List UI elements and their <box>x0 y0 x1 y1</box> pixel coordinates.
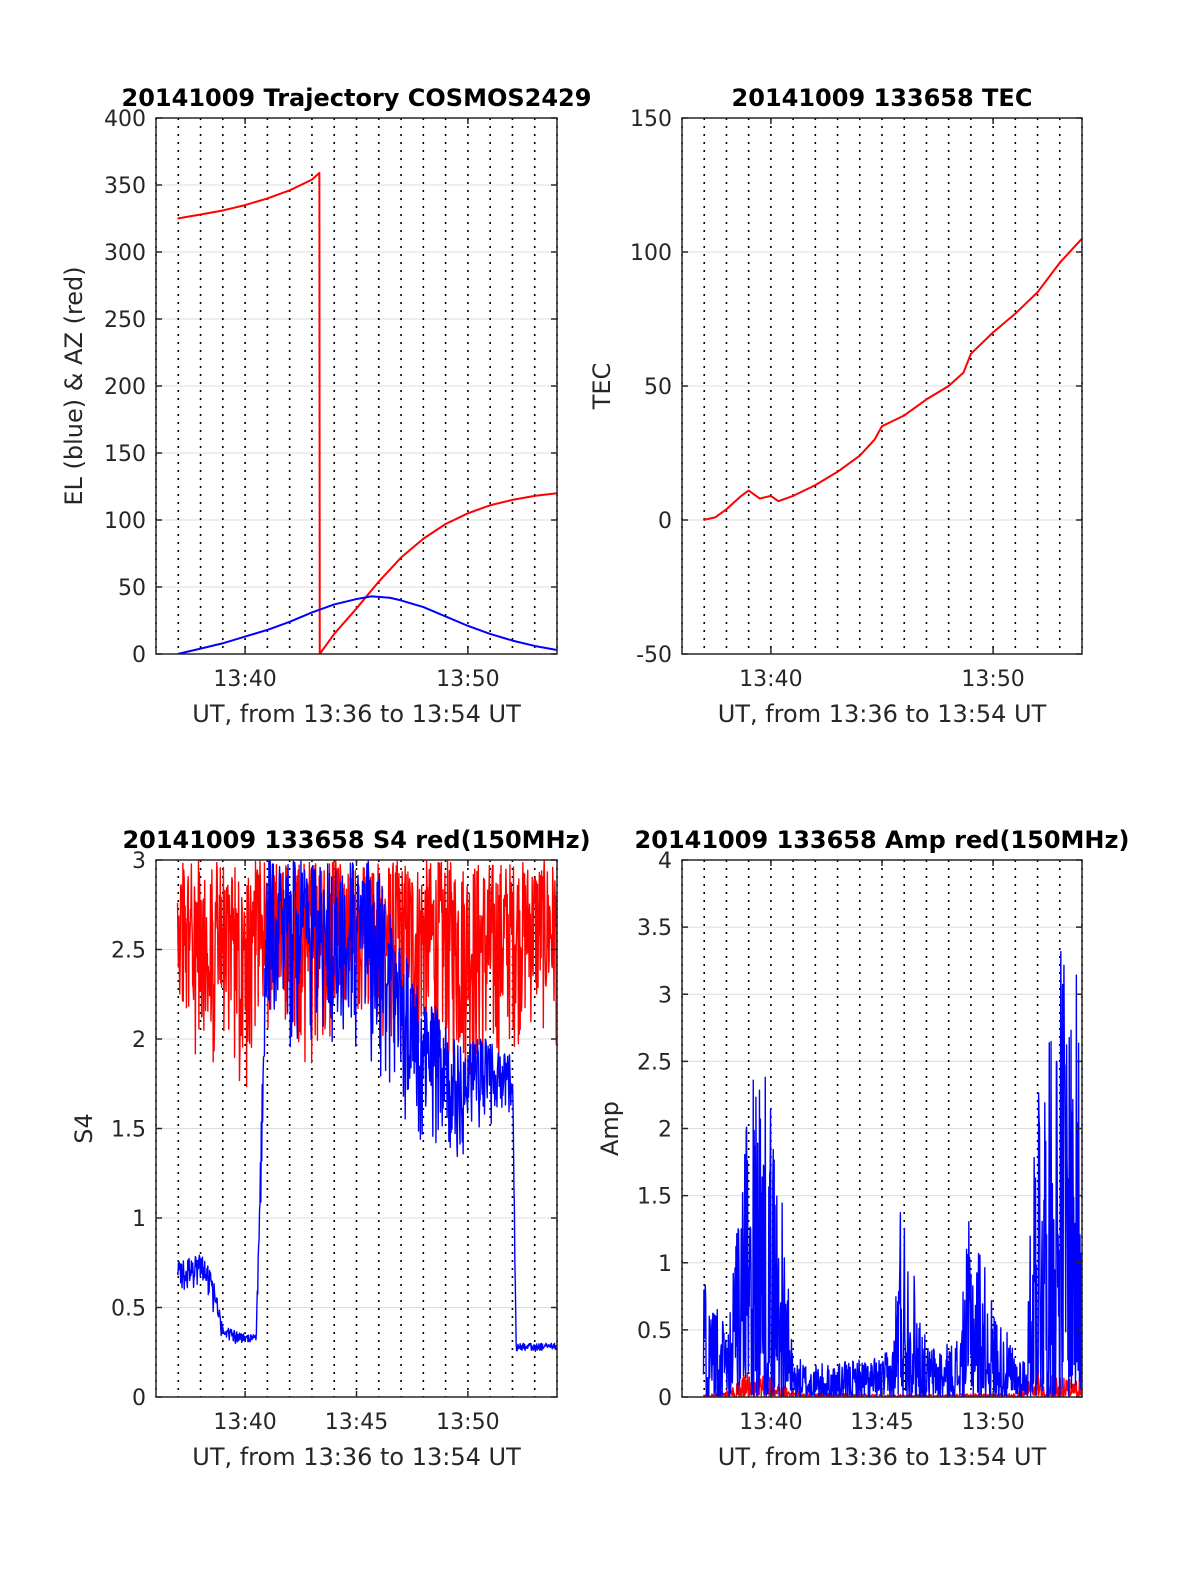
x-tick-label: 13:50 <box>436 1410 499 1435</box>
y-tick-label: 1 <box>658 1252 672 1277</box>
y-tick-label: 2.5 <box>111 939 146 964</box>
x-tick-label: 13:40 <box>739 667 802 692</box>
y-tick-label: -50 <box>636 643 672 668</box>
y-tick-label: 50 <box>118 576 146 601</box>
y-tick-label: 2.5 <box>637 1050 672 1075</box>
chart-title: 20141009 133658 S4 red(150MHz) <box>122 826 590 854</box>
y-tick-label: 50 <box>644 375 672 400</box>
y-tick-label: 350 <box>104 174 146 199</box>
y-axis-label: Amp <box>596 1101 624 1156</box>
y-tick-label: 0.5 <box>111 1297 146 1322</box>
y-tick-label: 1.5 <box>111 1118 146 1143</box>
y-tick-label: 300 <box>104 241 146 266</box>
chart-title: 20141009 133658 Amp red(150MHz) <box>635 826 1130 854</box>
y-tick-label: 4 <box>658 849 672 874</box>
x-tick-label: 13:50 <box>961 667 1024 692</box>
series-line <box>176 860 557 1353</box>
x-axis-label: UT, from 13:36 to 13:54 UT <box>192 700 521 728</box>
series-line <box>702 950 1082 1397</box>
y-tick-label: 2 <box>658 1118 672 1143</box>
y-tick-label: 0 <box>132 643 146 668</box>
x-axis-label: UT, from 13:36 to 13:54 UT <box>192 1443 521 1471</box>
y-tick-label: 100 <box>630 241 672 266</box>
series-line <box>177 595 557 654</box>
chart-tec: -50 0 50 100 150 13:40 13:50 20141009 133658 TE… <box>588 84 1083 728</box>
y-tick-label: 3 <box>658 983 672 1008</box>
y-tick-label: 100 <box>104 509 146 534</box>
x-axis-label: UT, from 13:36 to 13:54 UT <box>718 700 1047 728</box>
x-tick-label: 13:50 <box>436 667 499 692</box>
y-tick-label: 0.5 <box>637 1319 672 1344</box>
y-axis-label: S4 <box>70 1113 98 1144</box>
chart-s4: 0 0.5 1 1.5 2 2.5 3 13:40 13:45 13:50 20141009 133… <box>70 826 591 1471</box>
y-tick-label: 150 <box>630 107 672 132</box>
y-tick-label: 150 <box>104 442 146 467</box>
x-axis-label: UT, from 13:36 to 13:54 UT <box>718 1443 1047 1471</box>
chart-traj: 0 50 100 150 200 250 300 350 400 13:40 13:50 201410… <box>60 84 591 728</box>
y-tick-label: 3 <box>132 849 146 874</box>
y-axis-label: EL (blue) & AZ (red) <box>60 266 88 505</box>
y-tick-label: 0 <box>658 1386 672 1411</box>
series-group <box>703 237 1082 521</box>
series-group <box>177 171 557 654</box>
y-tick-label: 400 <box>104 107 146 132</box>
y-tick-label: 0 <box>132 1386 146 1411</box>
x-tick-label: 13:40 <box>213 667 276 692</box>
x-tick-label: 13:45 <box>325 1410 388 1435</box>
x-tick-label: 13:40 <box>213 1410 276 1435</box>
x-tick-label: 13:50 <box>961 1410 1024 1435</box>
y-tick-label: 250 <box>104 308 146 333</box>
chart-title: 20141009 133658 TEC <box>732 84 1033 112</box>
series-line <box>177 171 557 654</box>
x-tick-label: 13:40 <box>739 1410 802 1435</box>
y-tick-label: 1 <box>132 1207 146 1232</box>
chart-title: 20141009 Trajectory COSMOS2429 <box>122 84 592 112</box>
series-group <box>176 860 557 1353</box>
y-tick-label: 3.5 <box>637 916 672 941</box>
y-tick-label: 0 <box>658 509 672 534</box>
y-axis-label: TEC <box>588 363 616 411</box>
chart-amp: 0 0.5 1 1.5 2 2.5 3 3.5 4 13:40 13:45 13:50 20141009… <box>596 826 1129 1471</box>
y-tick-label: 1.5 <box>637 1185 672 1210</box>
x-tick-label: 13:45 <box>850 1410 913 1435</box>
y-tick-label: 2 <box>132 1028 146 1053</box>
y-tick-label: 200 <box>104 375 146 400</box>
series-line <box>703 237 1082 521</box>
